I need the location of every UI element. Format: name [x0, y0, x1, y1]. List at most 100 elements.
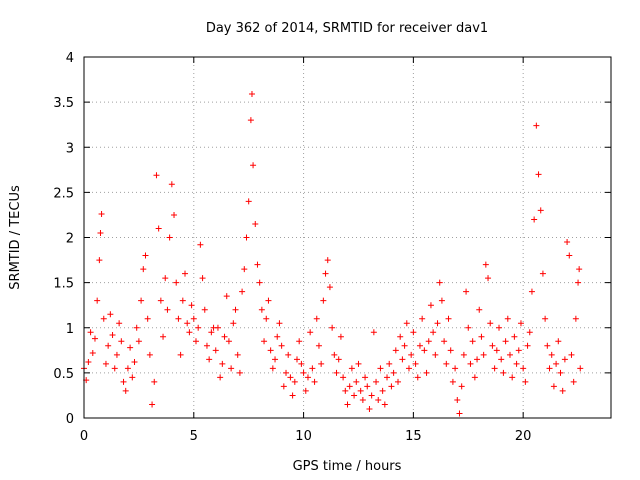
- data-point: [129, 374, 136, 381]
- chart-title: Day 362 of 2014, SRMTID for receiver dav…: [206, 21, 488, 36]
- data-point: [89, 350, 96, 357]
- data-point: [100, 315, 107, 322]
- data-point: [414, 374, 421, 381]
- data-point: [555, 338, 562, 345]
- data-point: [524, 342, 531, 349]
- data-point: [392, 347, 399, 354]
- data-point: [265, 297, 272, 304]
- data-point: [485, 275, 492, 282]
- data-point: [522, 378, 529, 385]
- data-point: [97, 229, 104, 236]
- data-point: [410, 329, 417, 336]
- data-point: [482, 261, 489, 268]
- data-point: [184, 320, 191, 327]
- data-point: [348, 365, 355, 372]
- axis-ticks: 0 0.5 1 1.5 2 2.5 3 3.5 4 0 5 10 15 20: [53, 51, 611, 444]
- data-point: [577, 365, 584, 372]
- data-point: [261, 338, 268, 345]
- data-point: [395, 378, 402, 385]
- data-point: [335, 356, 342, 363]
- data-point: [199, 275, 206, 282]
- data-point: [248, 91, 255, 98]
- data-point: [550, 383, 557, 390]
- data-point: [326, 284, 333, 291]
- data-point: [254, 261, 261, 268]
- data-point: [403, 320, 410, 327]
- data-point: [283, 369, 290, 376]
- data-point: [447, 347, 454, 354]
- data-point: [318, 360, 325, 367]
- data-point: [568, 351, 575, 358]
- data-point: [430, 329, 437, 336]
- data-point: [151, 378, 158, 385]
- data-point: [438, 297, 445, 304]
- data-point: [252, 220, 259, 227]
- data-point: [370, 329, 377, 336]
- data-point: [576, 266, 583, 273]
- data-point: [419, 315, 426, 322]
- data-point: [436, 279, 443, 286]
- data-point: [502, 338, 509, 345]
- data-point: [324, 257, 331, 264]
- data-point: [133, 324, 140, 331]
- data-point: [553, 360, 560, 367]
- data-point: [425, 338, 432, 345]
- data-point: [192, 338, 199, 345]
- data-point: [517, 320, 524, 327]
- data-point: [535, 171, 542, 178]
- data-point: [452, 365, 459, 372]
- data-point: [247, 117, 254, 124]
- data-point: [368, 392, 375, 399]
- data-point: [449, 378, 456, 385]
- data-point: [509, 374, 516, 381]
- data-point: [511, 333, 518, 340]
- data-point: [289, 392, 296, 399]
- data-point: [427, 302, 434, 309]
- data-point: [491, 365, 498, 372]
- data-point: [362, 374, 369, 381]
- data-point: [263, 315, 270, 322]
- data-points: [81, 91, 584, 417]
- data-point: [493, 347, 500, 354]
- data-point: [397, 333, 404, 340]
- data-point: [333, 369, 340, 376]
- data-point: [111, 365, 118, 372]
- data-point: [140, 266, 147, 273]
- data-point: [138, 297, 145, 304]
- y-tick-label: 3.5: [53, 96, 74, 111]
- data-point: [153, 172, 160, 179]
- data-point: [113, 351, 120, 358]
- data-point: [234, 351, 241, 358]
- data-point: [300, 369, 307, 376]
- data-point: [564, 239, 571, 246]
- data-point: [221, 333, 228, 340]
- x-tick-label: 0: [80, 429, 88, 444]
- data-point: [239, 288, 246, 295]
- data-point: [408, 351, 415, 358]
- data-point: [548, 351, 555, 358]
- data-point: [87, 329, 94, 336]
- data-point: [506, 351, 513, 358]
- data-point: [570, 378, 577, 385]
- data-point: [109, 331, 116, 338]
- data-point: [471, 374, 478, 381]
- data-point: [399, 356, 406, 363]
- data-point: [278, 342, 285, 349]
- data-point: [463, 288, 470, 295]
- data-point: [331, 351, 338, 358]
- data-point: [105, 342, 112, 349]
- data-point: [537, 207, 544, 214]
- data-point: [149, 401, 156, 408]
- data-point: [274, 333, 281, 340]
- data-point: [298, 360, 305, 367]
- data-point: [454, 396, 461, 403]
- data-point: [474, 356, 481, 363]
- x-tick-label: 5: [190, 429, 198, 444]
- x-tick-label: 20: [515, 429, 532, 444]
- data-point: [250, 162, 257, 169]
- data-point: [465, 324, 472, 331]
- data-point: [315, 342, 322, 349]
- data-point: [460, 351, 467, 358]
- data-point: [304, 374, 311, 381]
- data-point: [160, 333, 167, 340]
